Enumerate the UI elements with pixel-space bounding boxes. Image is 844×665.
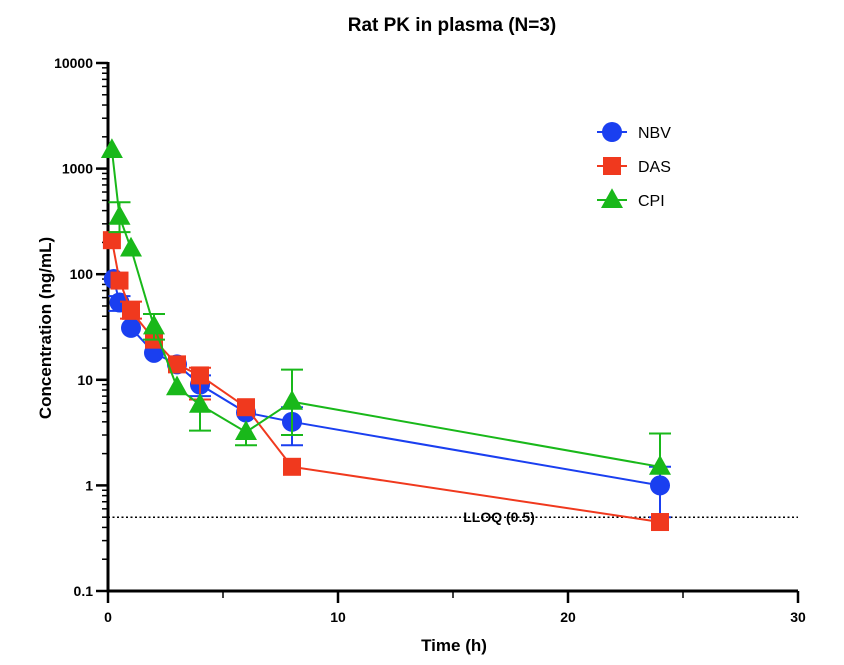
chart-title: Rat PK in plasma (N=3)	[348, 15, 557, 36]
series-line	[110, 149, 661, 468]
data-point	[102, 231, 121, 250]
axes: 0.1 1 10 100 1000 10000 0 10 20 30	[54, 55, 806, 625]
data-point	[120, 236, 142, 257]
series-layer	[100, 138, 671, 532]
y-axis-label: Concentration (ng/mL)	[36, 237, 55, 419]
data-point	[235, 420, 257, 441]
data-point	[651, 513, 669, 532]
data-point	[108, 204, 131, 225]
series-cpi	[100, 138, 671, 475]
y-tick-label: 10	[77, 372, 93, 388]
series-nbv	[103, 269, 671, 519]
data-point	[650, 475, 670, 496]
legend-marker	[602, 122, 622, 142]
data-point	[189, 393, 211, 413]
data-point	[166, 375, 188, 396]
x-tick-label: 0	[104, 609, 112, 625]
legend-label: DAS	[638, 159, 671, 176]
x-tick-label: 10	[330, 609, 346, 625]
data-point	[143, 314, 165, 335]
lloq-layer: LLOQ (0.5)	[108, 509, 798, 525]
y-tick-label: 100	[70, 266, 94, 282]
data-point	[100, 138, 123, 158]
data-point	[110, 271, 129, 290]
lloq-label: LLOQ (0.5)	[463, 509, 535, 525]
data-point	[281, 389, 303, 410]
legend-label: NBV	[638, 125, 671, 142]
data-point	[191, 366, 209, 385]
x-tick-label: 20	[560, 609, 576, 625]
y-tick-label: 1	[85, 477, 93, 493]
y-tick-label: 1000	[62, 161, 93, 177]
x-tick-label: 30	[790, 609, 806, 625]
legend-marker	[603, 157, 621, 175]
data-point	[283, 457, 301, 476]
data-point	[649, 455, 671, 475]
series-das	[102, 231, 669, 532]
data-point	[122, 301, 140, 320]
legend-label: CPI	[638, 193, 665, 210]
x-axis-label: Time (h)	[421, 636, 487, 655]
legend-marker	[601, 188, 623, 208]
legend: NBV DAS CPI	[597, 122, 671, 210]
data-point	[237, 398, 255, 417]
y-tick-label: 10000	[54, 55, 93, 71]
data-point	[121, 317, 141, 338]
y-tick-label: 0.1	[74, 583, 94, 599]
data-point	[168, 355, 186, 374]
